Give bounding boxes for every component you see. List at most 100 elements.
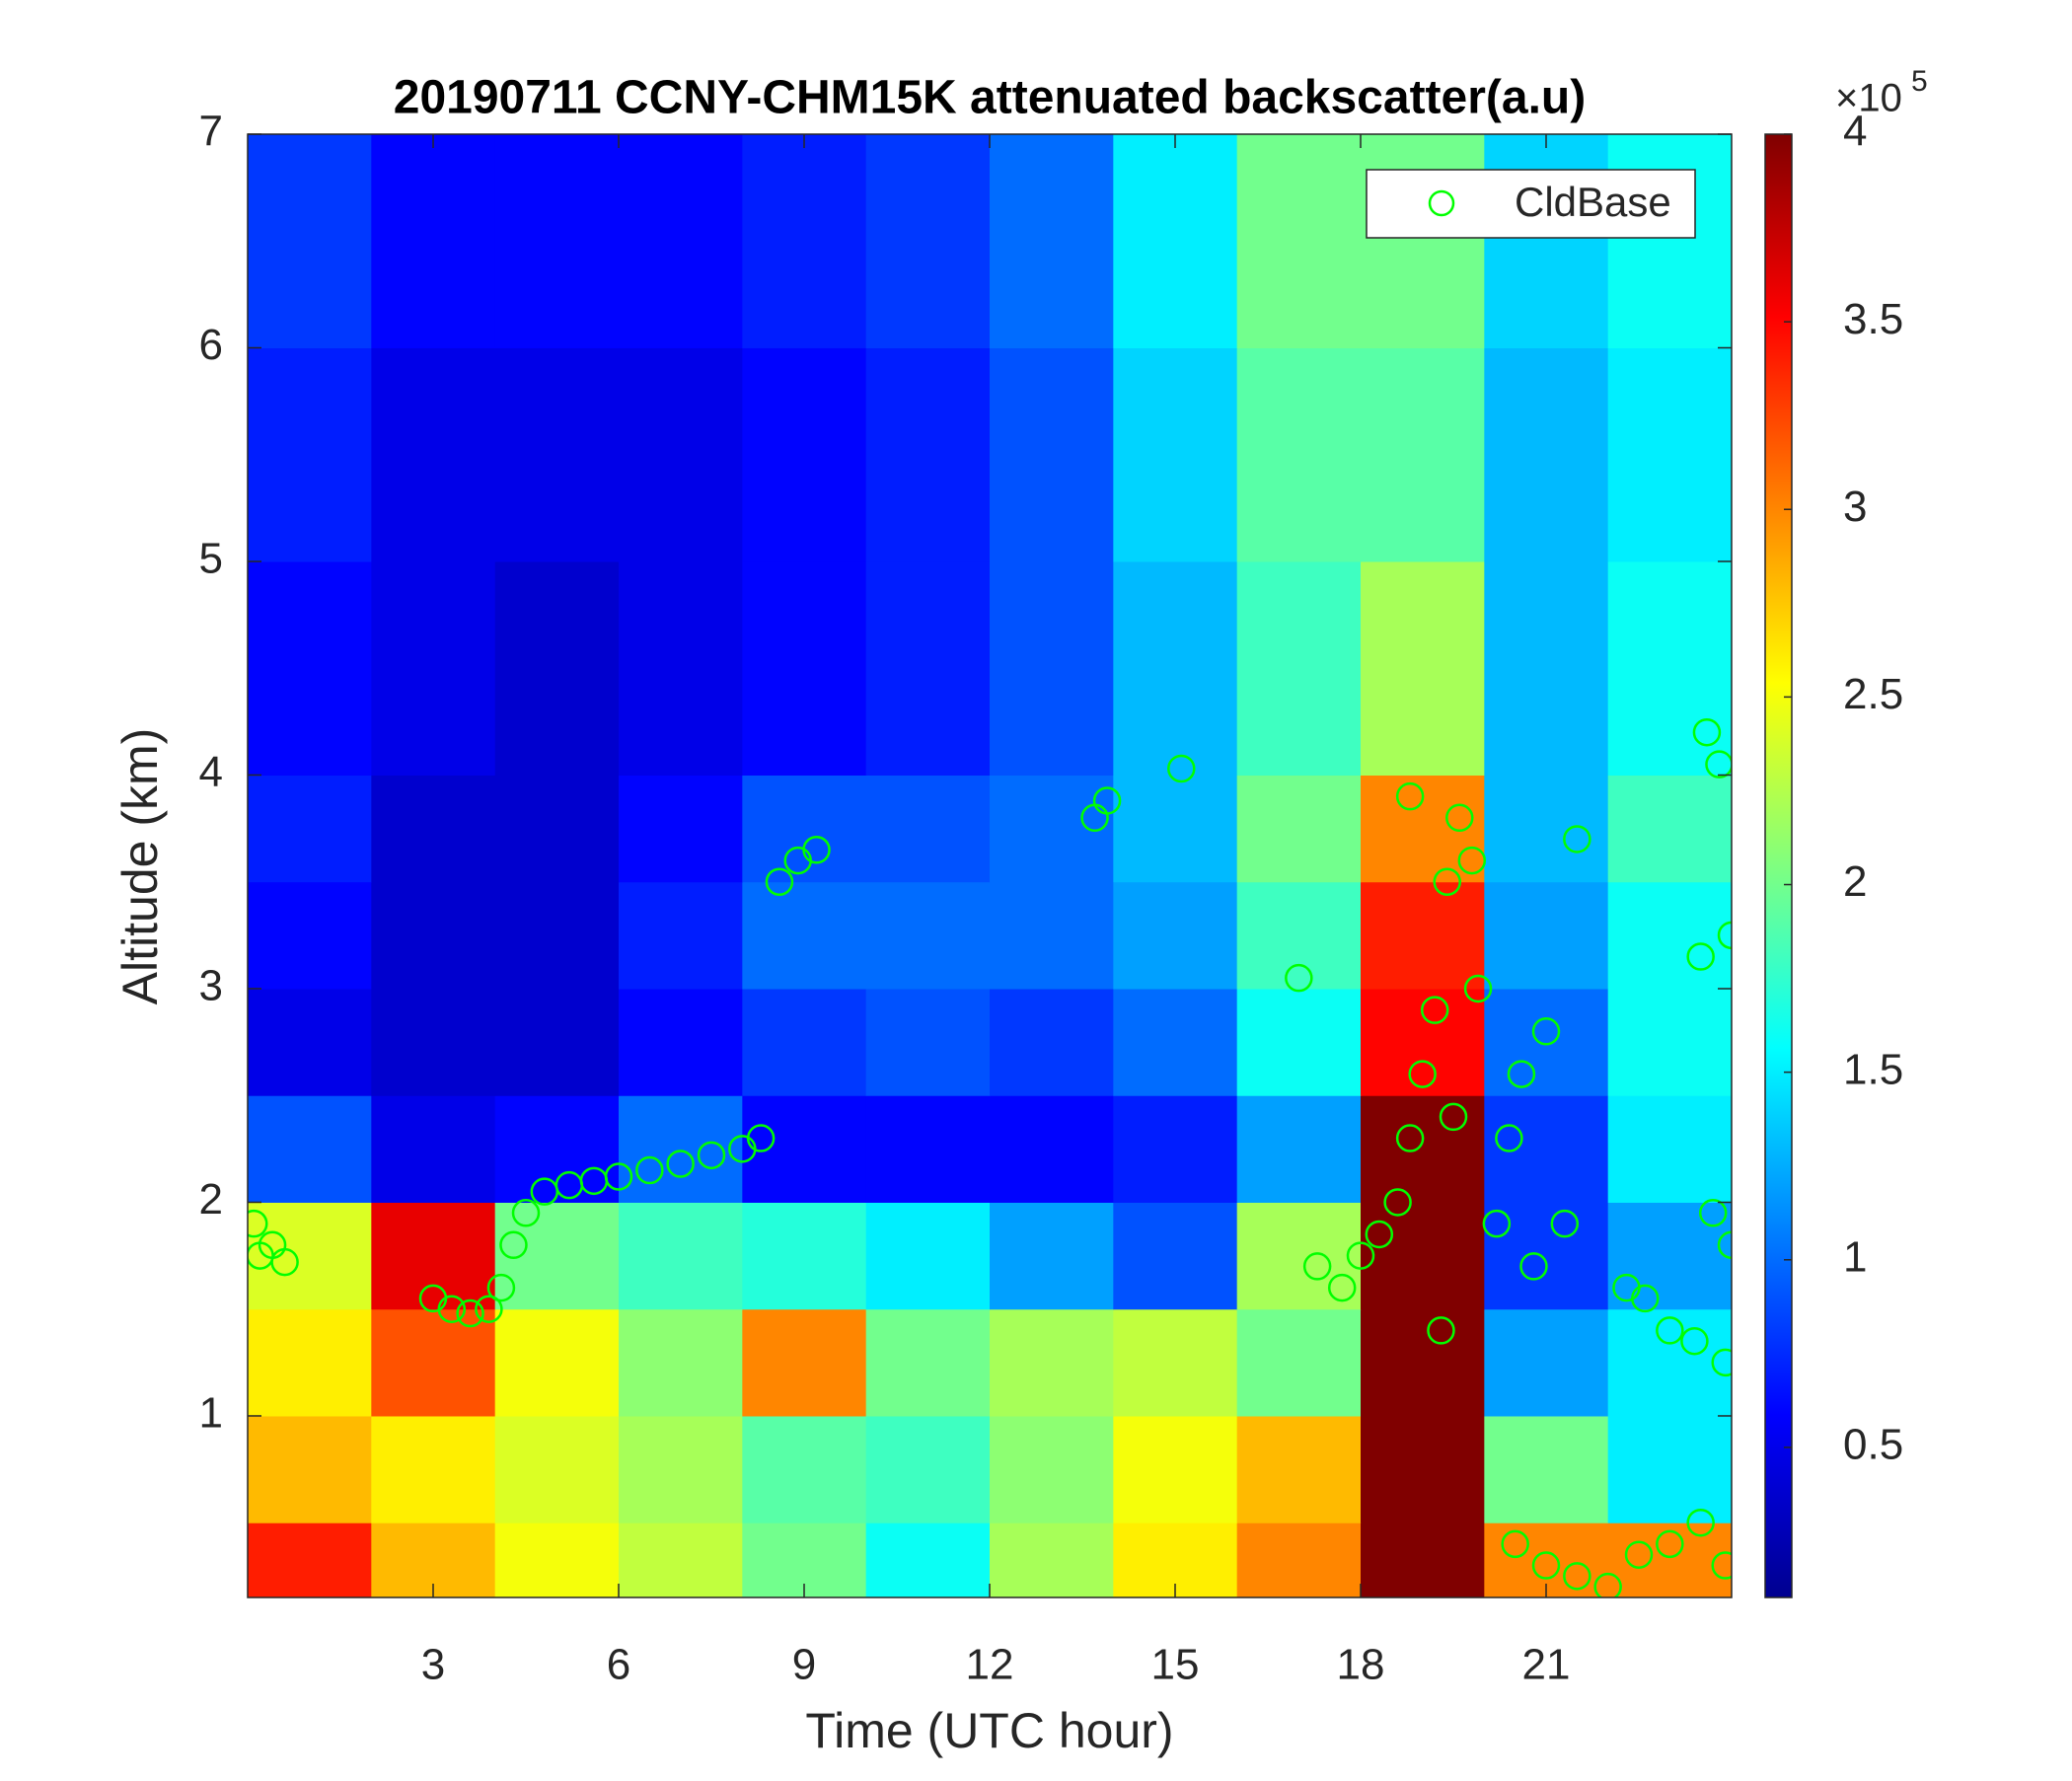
heatmap-cell	[494, 775, 620, 883]
heatmap-cell	[248, 134, 372, 348]
cloud-base-point	[802, 836, 831, 864]
cloud-base-point	[1383, 1188, 1412, 1217]
heatmap-cell	[1236, 134, 1362, 348]
heatmap-cell	[248, 1415, 372, 1523]
heatmap-cell	[1484, 347, 1609, 562]
cloud-base-point	[1705, 750, 1732, 779]
heatmap-cell	[990, 134, 1114, 348]
heatmap-cell	[865, 1522, 991, 1597]
heatmap-cell	[619, 1522, 743, 1597]
heatmap-cell	[1361, 1202, 1485, 1310]
heatmap-cell	[1607, 881, 1732, 990]
heatmap-cell	[1361, 347, 1485, 562]
heatmap-cell	[619, 988, 743, 1096]
cloud-base-point	[1285, 963, 1313, 993]
cloud-base-point	[1686, 942, 1715, 971]
heatmap-cell	[494, 560, 620, 776]
colorbar-tick-label: 3.5	[1843, 295, 1903, 343]
heatmap-cell	[990, 988, 1114, 1096]
heatmap-cell	[1607, 1415, 1732, 1523]
colorbar-tick-label: 1.5	[1843, 1045, 1903, 1093]
heatmap-cell	[1607, 560, 1732, 776]
cloud-base-point	[1563, 1562, 1591, 1591]
heatmap-cell	[990, 1202, 1114, 1310]
heatmap-cell	[494, 1308, 620, 1417]
legend-marker	[1428, 189, 1455, 217]
heatmap-cell	[619, 134, 743, 348]
heatmap-cell	[1236, 1202, 1362, 1310]
cloud-base-point	[270, 1247, 299, 1277]
cloud-base-point	[1692, 717, 1722, 747]
heatmap-cell	[1236, 775, 1362, 883]
heatmap-cell	[1607, 1308, 1732, 1417]
heatmap-cell	[990, 560, 1114, 776]
heatmap-cell	[1361, 881, 1485, 990]
cloud-base-point	[1711, 1551, 1732, 1580]
cloud-base-point	[1457, 846, 1487, 875]
cloud-base-point	[1624, 1540, 1654, 1569]
heatmap-cell	[742, 1202, 867, 1310]
heatmap-cell	[1113, 1095, 1238, 1203]
cloud-base-point	[1550, 1209, 1580, 1238]
heatmap-cell	[1236, 347, 1362, 562]
cloud-base-point	[1593, 1572, 1622, 1597]
heatmap-cell	[865, 1308, 991, 1417]
heatmap-cell	[865, 775, 991, 883]
cloud-base-point	[1408, 1060, 1437, 1088]
heatmap-cell	[619, 775, 743, 883]
cloud-base-point	[1519, 1252, 1548, 1281]
heatmap-cell	[371, 134, 496, 348]
cloud-base-point	[1531, 1017, 1561, 1046]
heatmap-cell	[619, 1095, 743, 1203]
heatmap-cell	[990, 1522, 1114, 1597]
y-tick-label: 5	[199, 535, 223, 583]
heatmap-cell	[248, 881, 372, 990]
colorbar-tick-label: 1	[1843, 1232, 1867, 1281]
legend-label: CldBase	[1515, 179, 1671, 225]
heatmap-cell	[1607, 134, 1732, 348]
cloud-base-point	[1717, 1230, 1732, 1260]
heatmap-cell	[742, 1308, 867, 1417]
heatmap-cell	[619, 1202, 743, 1310]
cloud-base-point	[1686, 1508, 1715, 1537]
heatmap-cell	[248, 775, 372, 883]
colorbar-tick-label: 2.5	[1843, 670, 1903, 718]
heatmap-cell	[1361, 560, 1485, 776]
heatmap-cell	[1113, 988, 1238, 1096]
cloud-base-point	[1439, 1102, 1468, 1132]
cloud-base-point	[1420, 996, 1449, 1024]
x-tick-label: 12	[966, 1641, 1014, 1689]
heatmap-cell	[248, 1308, 372, 1417]
cloud-base-point	[1092, 786, 1122, 815]
heatmap-cell	[619, 560, 743, 776]
heatmap-cell	[494, 134, 620, 348]
heatmap-cell	[494, 347, 620, 562]
heatmap-cell	[619, 881, 743, 990]
heatmap-cell	[742, 775, 867, 883]
cloud-base-point	[1395, 1124, 1425, 1152]
scatter-layer	[248, 717, 1732, 1597]
heatmap-cell	[742, 347, 867, 562]
heatmap-cell	[1361, 134, 1485, 348]
heatmap-cell	[371, 775, 496, 883]
heatmap-cell	[1484, 1415, 1609, 1523]
legend-box	[1366, 169, 1696, 239]
heatmap-cell	[1236, 881, 1362, 990]
heatmap-cell	[865, 881, 991, 990]
colorbar-tick-label: 0.5	[1843, 1421, 1903, 1469]
heatmap-cell	[1484, 988, 1609, 1096]
x-axis-label: Time (UTC hour)	[805, 1703, 1173, 1758]
cloud-base-point	[1495, 1124, 1523, 1152]
heatmap-cell	[1236, 1415, 1362, 1523]
heatmap-cell	[1236, 1308, 1362, 1417]
heatmap-cell	[1113, 775, 1238, 883]
cloud-base-point	[697, 1141, 726, 1170]
heatmap-cell	[1484, 881, 1609, 990]
cloud-base-point	[456, 1299, 484, 1328]
heatmap-cell	[1607, 1522, 1732, 1597]
heatmap-cell	[742, 560, 867, 776]
cloud-base-point	[486, 1273, 516, 1302]
heatmap-cell	[371, 1095, 496, 1203]
cloud-base-point	[1656, 1316, 1684, 1345]
heatmap-cell	[865, 988, 991, 1096]
